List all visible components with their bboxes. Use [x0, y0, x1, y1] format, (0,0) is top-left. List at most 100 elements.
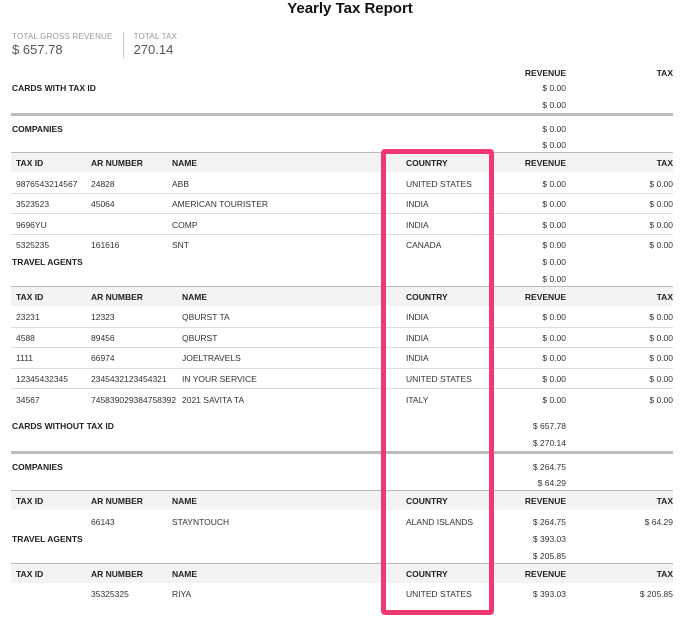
th-tax: TAX [656, 569, 673, 579]
cell-tax: $ 64.29 [644, 517, 673, 527]
row-divider [11, 368, 673, 369]
companies-tax: $ 64.29 [537, 478, 566, 488]
country-column-highlight [381, 149, 494, 615]
subsection-title-companies: COMPANIES [12, 124, 63, 134]
cell-tax-id: 3523523 [16, 199, 50, 209]
cell-name: IN YOUR SERVICE [182, 374, 257, 384]
tax-label: TOTAL TAX [133, 32, 178, 41]
total-tax: TOTAL TAX 270.14 [122, 32, 188, 58]
table-header-band [11, 490, 673, 510]
without-tax-id-tax: $ 270.14 [532, 438, 566, 448]
cell-name: QBURST TA [182, 312, 230, 322]
page-title: Yearly Tax Report [287, 0, 413, 17]
cell-name: STAYNTOUCH [172, 517, 230, 527]
th-tax-id: TAX ID [16, 569, 44, 579]
agents-revenue: $ 0.00 [542, 257, 566, 267]
th-ar-number: AR NUMBER [91, 292, 143, 302]
agents-tax: $ 205.85 [532, 551, 566, 561]
cell-tax: $ 0.00 [649, 179, 673, 189]
total-gross-revenue: TOTAL GROSS REVENUE $ 657.78 [12, 32, 123, 58]
cell-name: ABB [172, 179, 190, 189]
th-country: COUNTRY [406, 496, 448, 506]
table-header-band [11, 152, 673, 172]
cell-country: CANADA [406, 240, 442, 250]
section-divider [11, 113, 673, 116]
cell-revenue: $ 0.00 [542, 395, 566, 405]
gross-label: TOTAL GROSS REVENUE [12, 32, 113, 41]
section-title-with-tax-id: CARDS WITH TAX ID [12, 83, 96, 93]
cell-tax: $ 0.00 [649, 199, 673, 209]
th-name: NAME [172, 569, 198, 579]
cell-country: INDIA [406, 333, 429, 343]
cell-tax-id: 9876543214567 [16, 179, 78, 189]
subsection-title-travel-agents: TRAVEL AGENTS [12, 534, 83, 544]
cell-country: INDIA [406, 312, 429, 322]
th-name: NAME [172, 496, 198, 506]
section-divider [11, 451, 673, 454]
row-divider [11, 213, 673, 214]
th-tax: TAX [656, 292, 673, 302]
row-divider [11, 347, 673, 348]
cell-tax-id: 1111 [16, 353, 34, 363]
with-tax-id-tax: $ 0.00 [542, 100, 566, 110]
cell-revenue: $ 264.75 [532, 517, 566, 527]
cell-country: INDIA [406, 220, 429, 230]
row-divider [11, 193, 673, 194]
without-tax-id-revenue: $ 657.78 [532, 421, 566, 431]
th-revenue: REVENUE [524, 292, 566, 302]
cell-ar-number: 12323 [91, 312, 115, 322]
row-divider [11, 388, 673, 389]
cell-revenue: $ 0.00 [542, 333, 566, 343]
th-ar-number: AR NUMBER [91, 158, 143, 168]
th-name: NAME [172, 158, 198, 168]
companies-revenue: $ 264.75 [532, 462, 566, 472]
cell-tax-id: 9696YU [16, 220, 47, 230]
col-heading-revenue: REVENUE [524, 68, 566, 78]
th-tax-id: TAX ID [16, 292, 44, 302]
cell-name: JOELTRAVELS [182, 353, 241, 363]
cell-tax-id: 4588 [16, 333, 35, 343]
cell-revenue: $ 0.00 [542, 312, 566, 322]
th-country: COUNTRY [406, 158, 448, 168]
cell-ar-number: 66974 [91, 353, 115, 363]
row-divider [11, 327, 673, 328]
gross-value: $ 657.78 [12, 42, 63, 57]
with-tax-id-revenue: $ 0.00 [542, 83, 566, 93]
subsection-title-companies: COMPANIES [12, 462, 63, 472]
cell-country: ITALY [406, 395, 429, 405]
cell-tax: $ 0.00 [649, 220, 673, 230]
th-tax-id: TAX ID [16, 496, 44, 506]
cell-revenue: $ 0.00 [542, 374, 566, 384]
th-country: COUNTRY [406, 569, 448, 579]
table-header-band [11, 563, 673, 583]
cell-revenue: $ 0.00 [542, 353, 566, 363]
th-ar-number: AR NUMBER [91, 569, 143, 579]
cell-ar-number: 24828 [91, 179, 115, 189]
cell-ar-number: 35325325 [91, 589, 129, 599]
table-header-band [11, 286, 673, 306]
cell-name: COMP [172, 220, 198, 230]
report-summary: TOTAL GROSS REVENUE $ 657.78 TOTAL TAX 2… [12, 32, 187, 58]
cell-country: INDIA [406, 199, 429, 209]
th-revenue: REVENUE [524, 496, 566, 506]
cell-revenue: $ 0.00 [542, 240, 566, 250]
cell-country: INDIA [406, 353, 429, 363]
cell-revenue: $ 0.00 [542, 199, 566, 209]
cell-tax: $ 0.00 [649, 312, 673, 322]
cell-tax-id: 12345432345 [16, 374, 69, 384]
cell-name: QBURST [182, 333, 218, 343]
cell-tax: $ 0.00 [649, 353, 673, 363]
cell-name: AMERICAN TOURISTER [172, 199, 269, 209]
cell-name: SNT [172, 240, 189, 250]
subsection-title-travel-agents: TRAVEL AGENTS [12, 257, 83, 267]
th-tax: TAX [656, 158, 673, 168]
cell-tax: $ 0.00 [649, 395, 673, 405]
cell-tax-id: 5325235 [16, 240, 50, 250]
cell-ar-number: 161616 [91, 240, 120, 250]
cell-ar-number: 745839029384758392 [91, 395, 177, 405]
th-tax: TAX [656, 496, 673, 506]
cell-name: RIYA [172, 589, 192, 599]
th-revenue: REVENUE [524, 158, 566, 168]
cell-name: 2021 SAVITA TA [182, 395, 245, 405]
col-heading-tax: TAX [656, 68, 673, 78]
